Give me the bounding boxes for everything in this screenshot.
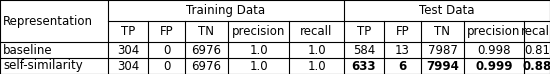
Text: precision: precision — [468, 25, 521, 38]
Text: self-similarity: self-similarity — [3, 59, 82, 73]
Text: 1.0: 1.0 — [307, 59, 326, 73]
Text: 1.0: 1.0 — [249, 59, 268, 73]
Text: TP: TP — [121, 25, 135, 38]
Text: 0.81: 0.81 — [524, 44, 550, 57]
Text: TP: TP — [357, 25, 371, 38]
Text: 6: 6 — [398, 59, 406, 73]
Text: 0: 0 — [163, 44, 170, 57]
Text: 7994: 7994 — [426, 59, 459, 73]
Text: 0.999: 0.999 — [475, 59, 513, 73]
Text: 304: 304 — [117, 44, 139, 57]
Text: TN: TN — [199, 25, 214, 38]
Text: 584: 584 — [353, 44, 375, 57]
Text: 0.998: 0.998 — [477, 44, 511, 57]
Text: 6976: 6976 — [191, 44, 222, 57]
Text: FP: FP — [160, 25, 173, 38]
Text: baseline: baseline — [3, 44, 53, 57]
Text: 0: 0 — [163, 59, 170, 73]
Text: 1.0: 1.0 — [307, 44, 326, 57]
Text: Test Data: Test Data — [419, 4, 475, 17]
Text: recall: recall — [300, 25, 333, 38]
Text: 304: 304 — [117, 59, 139, 73]
Text: 13: 13 — [395, 44, 410, 57]
Text: TN: TN — [434, 25, 450, 38]
Text: Training Data: Training Data — [186, 4, 266, 17]
Text: 6976: 6976 — [191, 59, 222, 73]
Text: 633: 633 — [352, 59, 376, 73]
Text: 7987: 7987 — [427, 44, 458, 57]
Text: FP: FP — [395, 25, 409, 38]
Text: 0.88: 0.88 — [522, 59, 550, 73]
Text: 1.0: 1.0 — [249, 44, 268, 57]
Text: recall: recall — [521, 25, 550, 38]
Text: Representation: Representation — [3, 15, 93, 28]
Text: precision: precision — [232, 25, 285, 38]
